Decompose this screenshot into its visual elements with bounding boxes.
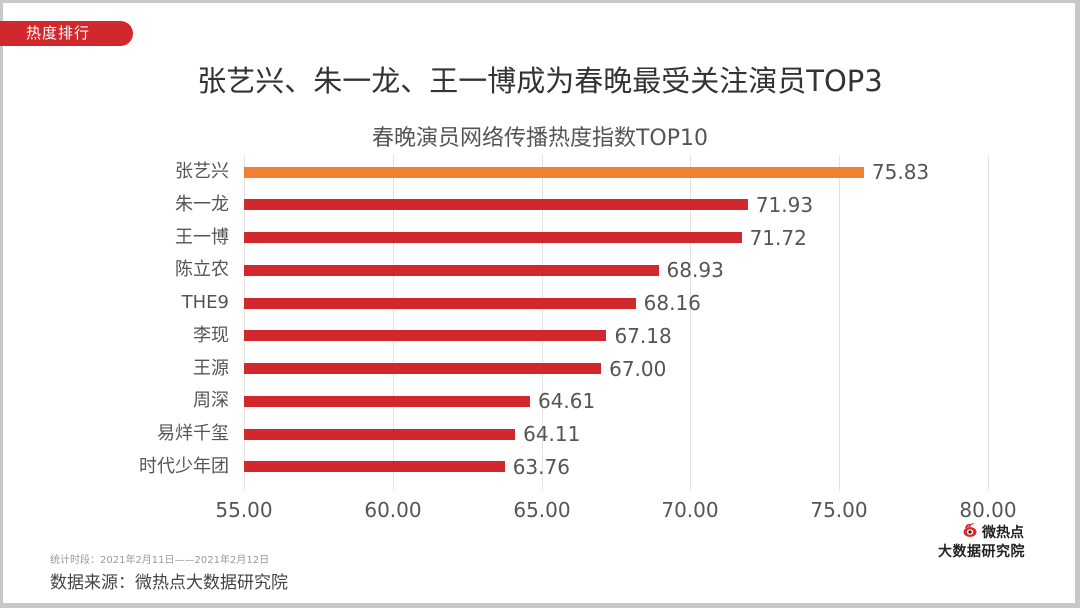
bar [244, 428, 516, 440]
statistics-period: 统计时段：2021年2月11日——2021年2月12日 [50, 555, 270, 566]
bar [244, 264, 659, 276]
category-label: 李现 [193, 324, 229, 346]
category-label: 张艺兴 [175, 161, 229, 182]
logo-line1: 微热点 [982, 525, 1024, 541]
bar [244, 395, 530, 407]
x-tick-label: 55.00 [215, 498, 273, 522]
value-label: 64.61 [537, 389, 596, 414]
category-label: 周深 [193, 390, 229, 412]
bar [244, 199, 748, 211]
gridline [542, 155, 543, 491]
value-label: 63.76 [512, 454, 570, 479]
category-label: 易烊千玺 [157, 423, 229, 444]
weibo-eye-icon [962, 522, 980, 542]
category-label: 陈立农 [175, 259, 229, 281]
category-label: 王一博 [175, 226, 229, 248]
category-label: THE9 [181, 292, 229, 313]
x-tick-label: 70.00 [661, 498, 719, 522]
heat-ranking-tag: 热度排行 [0, 21, 133, 46]
gridline [244, 155, 245, 491]
bar [244, 166, 864, 178]
value-label: 64.11 [523, 422, 581, 446]
bar [244, 232, 742, 243]
bar [244, 330, 607, 342]
category-label: 王源 [193, 357, 229, 379]
x-tick-label: 65.00 [513, 498, 571, 522]
gridline [839, 155, 840, 491]
logo-line2: 大数据研究院 [938, 544, 1025, 560]
data-source: 数据来源：微热点大数据研究院 [50, 573, 288, 593]
gridline [988, 155, 989, 491]
category-label: 时代少年团 [139, 455, 229, 477]
headline: 张艺兴、朱一龙、王一博成为春晚最受关注演员TOP3 [197, 64, 883, 98]
bar [244, 363, 602, 374]
bar [244, 461, 505, 473]
value-label: 68.93 [666, 258, 724, 283]
category-label: 朱一龙 [175, 193, 229, 215]
bar [244, 297, 636, 309]
x-tick-label: 60.00 [364, 498, 422, 522]
value-label: 71.72 [749, 225, 807, 250]
value-label: 75.83 [871, 160, 930, 184]
weiredian-logo: 微热点 大数据研究院 [938, 523, 1048, 561]
x-tick-label: 75.00 [810, 498, 868, 522]
value-label: 68.16 [643, 291, 701, 315]
chart-title: 春晚演员网络传播热度指数TOP10 [371, 126, 709, 151]
x-tick-label: 80.00 [959, 498, 1017, 522]
gridline [690, 155, 691, 491]
value-label: 67.18 [614, 323, 672, 348]
value-label: 67.00 [609, 356, 667, 381]
value-label: 71.93 [755, 192, 814, 217]
gridline [393, 155, 394, 491]
